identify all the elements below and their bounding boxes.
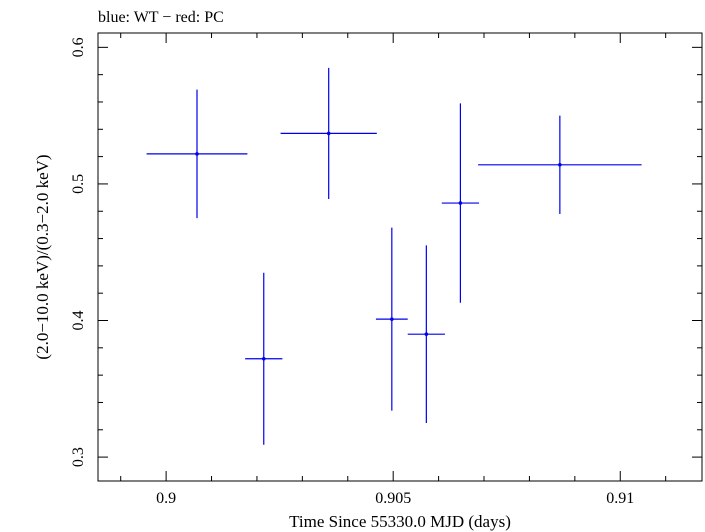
point-marker	[424, 332, 429, 336]
data-point	[280, 67, 377, 199]
x-tick-label: 0.9	[156, 490, 176, 507]
point-marker	[458, 201, 463, 205]
data-points	[146, 67, 642, 445]
y-tick-label: 0.5	[70, 174, 87, 194]
y-tick-label: 0.3	[70, 447, 87, 467]
y-tick-label: 0.6	[70, 37, 87, 57]
y-axis-title: (2.0−10.0 keV)/(0.3−2.0 keV)	[33, 154, 52, 359]
chart-title: blue: WT − red: PC	[98, 9, 224, 26]
axes-ticks: 0.9 0.905 0.91 0.3 0.4 0.5 0.6	[70, 33, 702, 507]
data-point	[146, 89, 248, 219]
plot-frame	[97, 32, 703, 482]
point-marker	[195, 152, 199, 156]
data-point	[441, 103, 480, 303]
data-point	[375, 227, 408, 411]
point-marker	[326, 131, 331, 136]
point-marker	[390, 317, 394, 321]
data-point	[478, 115, 642, 214]
x-axis-title: Time Since 55330.0 MJD (days)	[289, 512, 511, 531]
point-marker	[261, 356, 266, 361]
point-marker	[558, 163, 562, 167]
data-point	[407, 245, 445, 423]
data-point	[245, 272, 283, 445]
x-tick-label: 0.905	[375, 490, 411, 507]
y-tick-label: 0.4	[70, 311, 87, 331]
x-tick-label: 0.91	[606, 490, 634, 507]
